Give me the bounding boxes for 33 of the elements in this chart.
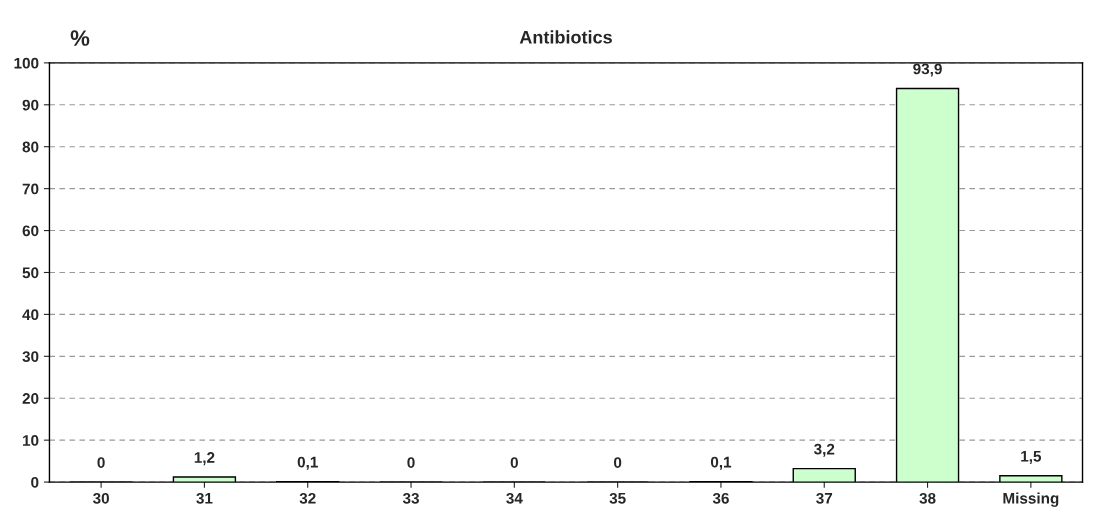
y-tick-label: 10 [23,435,39,446]
chart-title: Antibiotics [519,30,612,44]
y-tick-label: 0 [31,476,39,488]
y-tick-label: 20 [22,393,39,404]
y-tick-label: 50 [22,267,39,279]
x-tick-label: 32 [299,492,316,504]
x-tick-label: 30 [92,492,109,504]
data-label: 0 [97,457,105,468]
data-label: 0 [613,457,622,468]
data-label: 0 [510,457,518,468]
x-tick-label: 34 [506,492,523,504]
data-label: 0,1 [710,456,732,470]
x-tick-label: Missing [1003,492,1059,507]
y-tick-label: 90 [22,99,39,111]
data-label: 0 [407,457,415,468]
y-tick-label: 70 [22,183,39,195]
data-label: 1,2 [194,452,215,466]
x-tick-label: 33 [402,492,419,504]
y-tick-label: 30 [22,351,39,363]
y-axis-title: % [70,30,90,46]
x-tick-label: 31 [196,492,213,504]
y-tick-label: 80 [22,141,39,153]
x-tick-label: 38 [919,492,936,504]
y-tick-label: 100 [14,57,39,69]
data-label: 1,5 [1021,451,1042,464]
y-tick-label: 40 [22,309,39,321]
x-tick-label: 36 [712,492,729,504]
y-tick-label: 60 [22,225,39,237]
data-label: 93,9 [913,63,942,77]
data-label: 0,1 [297,456,318,470]
x-tick-label: 35 [609,492,626,504]
data-label: 3,2 [813,443,835,457]
x-tick-label: 37 [816,492,833,504]
